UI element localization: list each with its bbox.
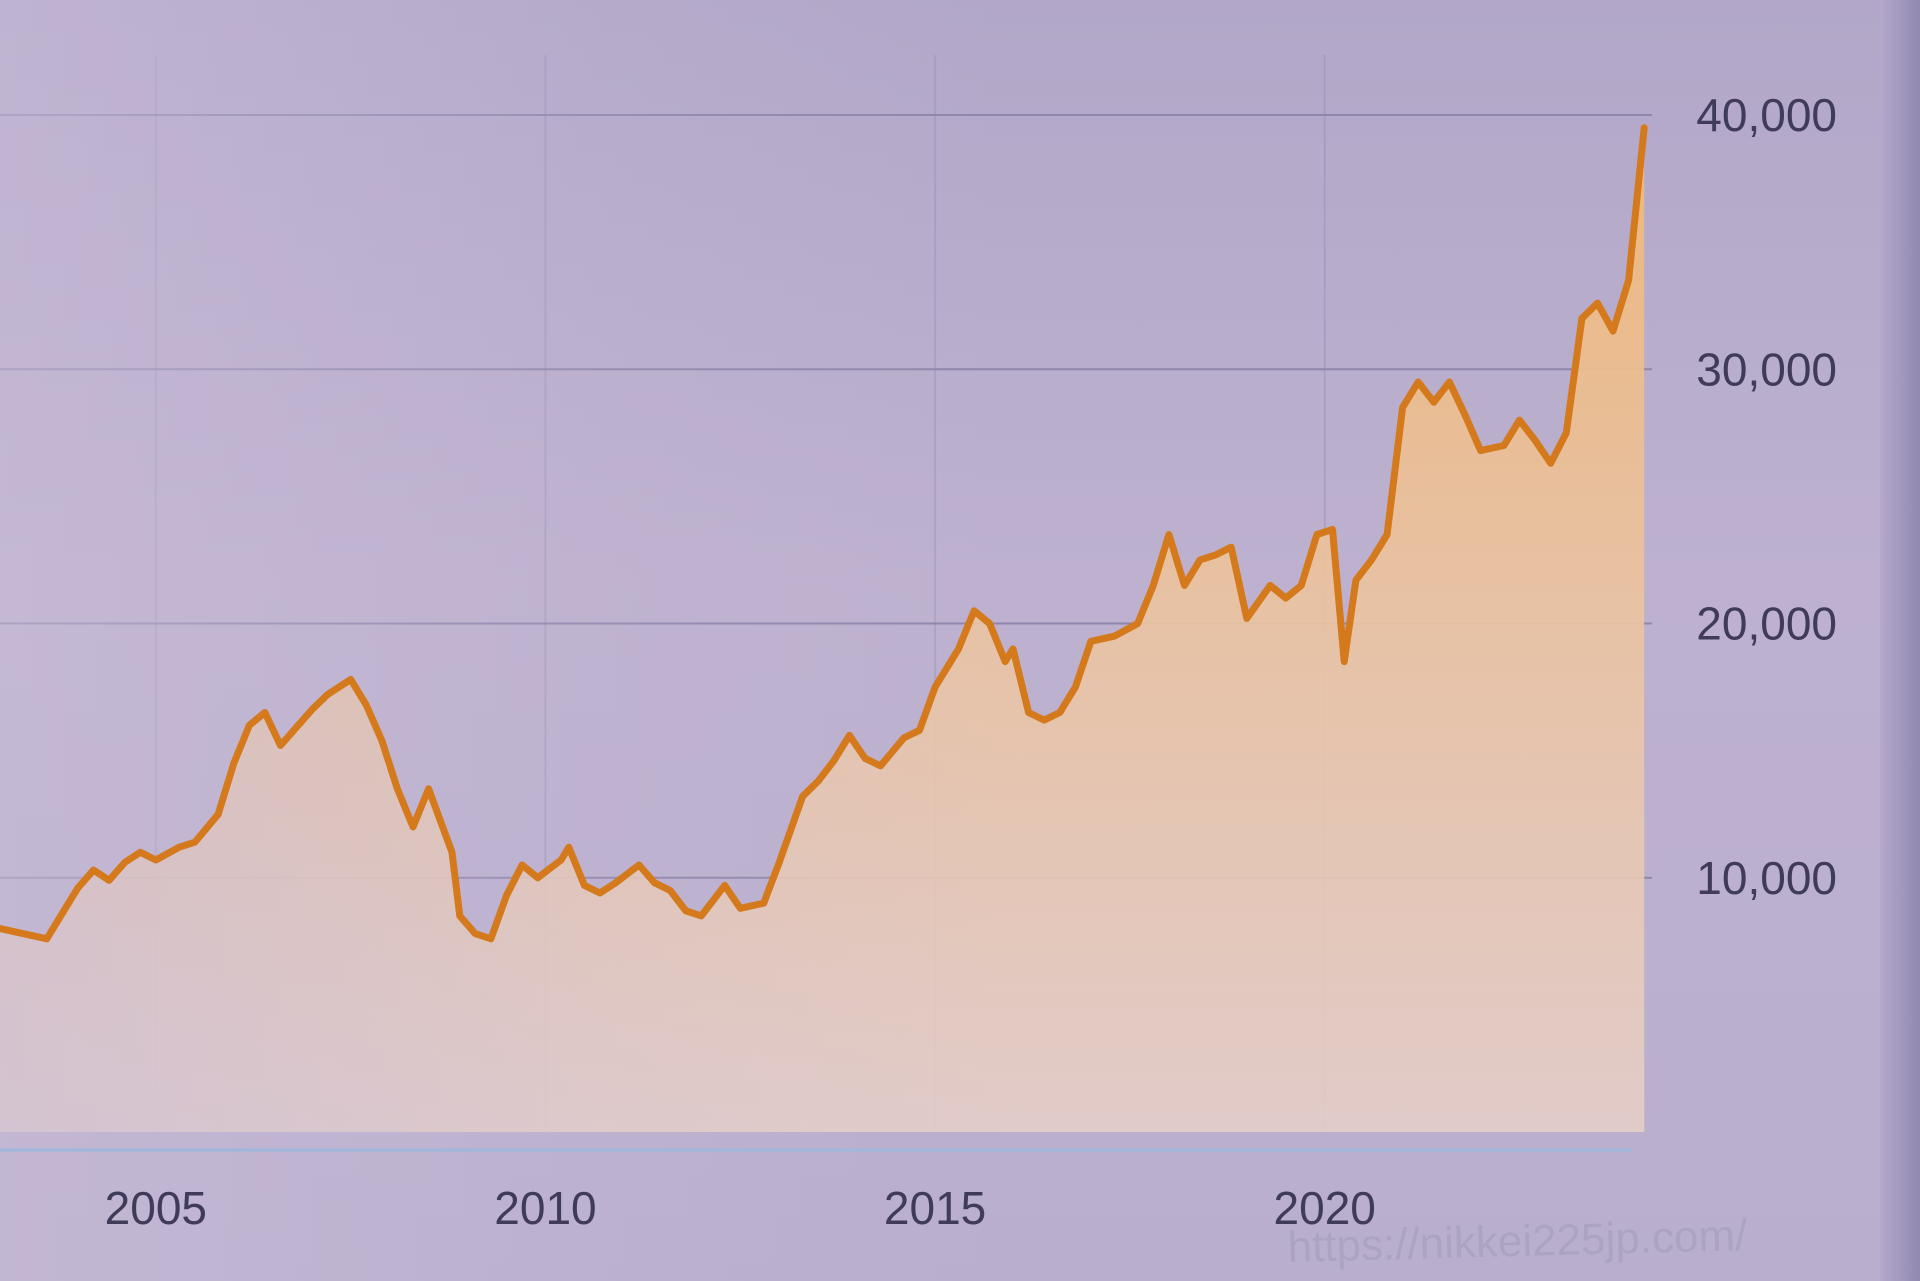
x-tick-label: 2015 — [884, 1182, 986, 1234]
x-tick-labels: 2005 2010 2015 2020 — [105, 1182, 1376, 1234]
y-tick-label: 30,000 — [1696, 343, 1837, 395]
price-line — [0, 124, 1648, 943]
monitor-bezel-edge — [1880, 0, 1920, 1281]
y-tick-label: 10,000 — [1696, 852, 1837, 904]
y-tick-labels: 10,000 20,000 30,000 40,000 — [1696, 89, 1837, 904]
watermark-url: https://nikkei225jp.com/ — [1287, 1211, 1749, 1272]
y-tick-label: 40,000 — [1696, 89, 1837, 141]
left-fade-overlay — [0, 0, 1000, 1281]
x-tick-label: 2020 — [1274, 1182, 1376, 1234]
x-tick-label: 2010 — [494, 1182, 596, 1234]
x-tick-label: 2005 — [105, 1182, 207, 1234]
y-tick-label: 20,000 — [1696, 598, 1837, 650]
